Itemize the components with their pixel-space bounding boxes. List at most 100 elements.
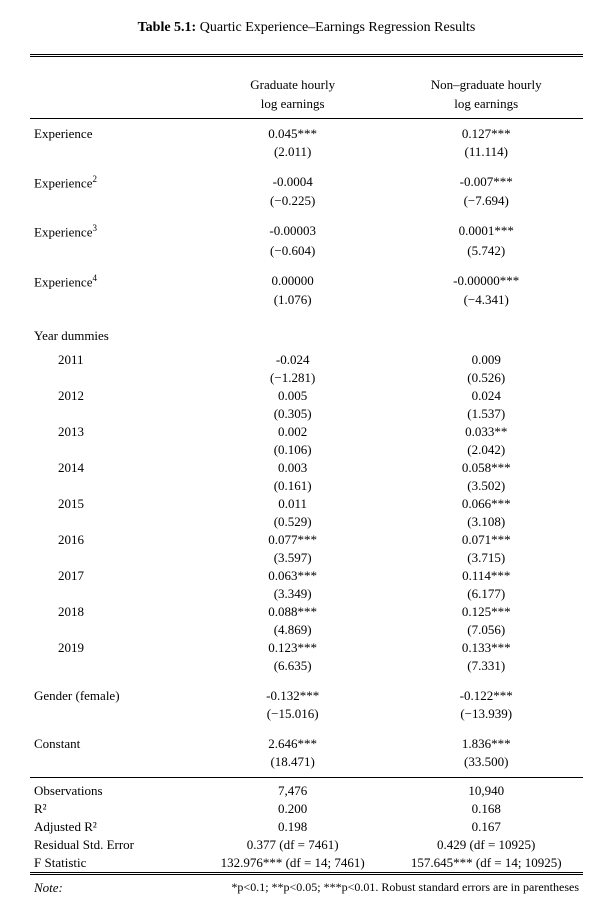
var-n: 0.0001*** <box>389 222 583 241</box>
year-gt: (0.529) <box>196 513 390 531</box>
gender-gt: (−15.016) <box>196 705 390 723</box>
stat-g: 0.200 <box>196 800 390 818</box>
var-g: 0.045*** <box>196 125 390 143</box>
year-n: 0.066*** <box>389 495 583 513</box>
year-label: 2018 <box>30 603 196 621</box>
regression-table: Graduate hourly Non–graduate hourly log … <box>30 54 583 897</box>
stat-n: 0.168 <box>389 800 583 818</box>
var-gt: (−0.225) <box>196 192 390 210</box>
year-g: 0.011 <box>196 495 390 513</box>
year-n: 0.009 <box>389 351 583 369</box>
year-gt: (3.597) <box>196 549 390 567</box>
const-g: 2.646*** <box>196 735 390 753</box>
stat-label: R² <box>30 800 196 818</box>
var-g: -0.00003 <box>196 222 390 241</box>
year-label: 2013 <box>30 423 196 441</box>
gender-n: -0.122*** <box>389 687 583 705</box>
stat-n: 0.429 (df = 10925) <box>389 836 583 854</box>
year-n: 0.125*** <box>389 603 583 621</box>
col2-header-a: Non–graduate hourly <box>389 65 583 95</box>
year-g: 0.002 <box>196 423 390 441</box>
col2-header-b: log earnings <box>389 95 583 119</box>
note-text: *p<0.1; **p<0.05; ***p<0.01. Robust stan… <box>196 879 583 897</box>
year-label: 2019 <box>30 639 196 657</box>
year-gt: (4.869) <box>196 621 390 639</box>
stat-n: 157.645*** (df = 14; 10925) <box>389 854 583 874</box>
title-text: Quartic Experience–Earnings Regression R… <box>200 20 476 35</box>
year-gt: (6.635) <box>196 657 390 675</box>
year-nt: (7.056) <box>389 621 583 639</box>
var-g: -0.0004 <box>196 173 390 192</box>
year-nt: (3.502) <box>389 477 583 495</box>
col1-header-b: log earnings <box>196 95 390 119</box>
table-title: Table 5.1: Quartic Experience–Earnings R… <box>30 20 583 36</box>
var-nt: (−4.341) <box>389 291 583 309</box>
year-gt: (0.106) <box>196 441 390 459</box>
stat-label: Adjusted R² <box>30 818 196 836</box>
year-n: 0.133*** <box>389 639 583 657</box>
year-nt: (3.108) <box>389 513 583 531</box>
col1-header-a: Graduate hourly <box>196 65 390 95</box>
title-prefix: Table 5.1: <box>138 20 197 35</box>
year-g: 0.003 <box>196 459 390 477</box>
year-gt: (0.161) <box>196 477 390 495</box>
year-g: 0.005 <box>196 387 390 405</box>
var-gt: (−0.604) <box>196 242 390 260</box>
var-nt: (5.742) <box>389 242 583 260</box>
const-gt: (18.471) <box>196 753 390 771</box>
year-g: 0.063*** <box>196 567 390 585</box>
year-dummies-label: Year dummies <box>30 327 196 345</box>
year-nt: (3.715) <box>389 549 583 567</box>
var-g: 0.00000 <box>196 272 390 291</box>
year-g: 0.123*** <box>196 639 390 657</box>
var-label: Experience2 <box>30 173 196 192</box>
stat-g: 0.377 (df = 7461) <box>196 836 390 854</box>
year-label: 2017 <box>30 567 196 585</box>
stat-g: 7,476 <box>196 782 390 800</box>
stat-label: Observations <box>30 782 196 800</box>
year-label: 2014 <box>30 459 196 477</box>
var-nt: (11.114) <box>389 143 583 161</box>
stat-label: F Statistic <box>30 854 196 874</box>
year-g: 0.077*** <box>196 531 390 549</box>
year-n: 0.114*** <box>389 567 583 585</box>
const-nt: (33.500) <box>389 753 583 771</box>
const-n: 1.836*** <box>389 735 583 753</box>
year-nt: (6.177) <box>389 585 583 603</box>
gender-nt: (−13.939) <box>389 705 583 723</box>
stat-n: 10,940 <box>389 782 583 800</box>
stat-n: 0.167 <box>389 818 583 836</box>
year-label: 2011 <box>30 351 196 369</box>
gender-label: Gender (female) <box>30 687 196 705</box>
var-label: Experience4 <box>30 272 196 291</box>
year-n: 0.033** <box>389 423 583 441</box>
var-n: 0.127*** <box>389 125 583 143</box>
var-nt: (−7.694) <box>389 192 583 210</box>
year-g: 0.088*** <box>196 603 390 621</box>
note-label: Note: <box>30 879 196 897</box>
year-g: -0.024 <box>196 351 390 369</box>
var-n: -0.007*** <box>389 173 583 192</box>
var-n: -0.00000*** <box>389 272 583 291</box>
stat-g: 132.976*** (df = 14; 7461) <box>196 854 390 874</box>
year-nt: (7.331) <box>389 657 583 675</box>
year-n: 0.024 <box>389 387 583 405</box>
year-nt: (0.526) <box>389 369 583 387</box>
const-label: Constant <box>30 735 196 753</box>
year-label: 2016 <box>30 531 196 549</box>
year-gt: (0.305) <box>196 405 390 423</box>
year-label: 2015 <box>30 495 196 513</box>
year-n: 0.058*** <box>389 459 583 477</box>
var-label: Experience <box>30 125 196 143</box>
var-gt: (2.011) <box>196 143 390 161</box>
var-label: Experience3 <box>30 222 196 241</box>
var-gt: (1.076) <box>196 291 390 309</box>
year-gt: (3.349) <box>196 585 390 603</box>
year-n: 0.071*** <box>389 531 583 549</box>
gender-g: -0.132*** <box>196 687 390 705</box>
year-nt: (1.537) <box>389 405 583 423</box>
year-nt: (2.042) <box>389 441 583 459</box>
stat-label: Residual Std. Error <box>30 836 196 854</box>
year-gt: (−1.281) <box>196 369 390 387</box>
stat-g: 0.198 <box>196 818 390 836</box>
